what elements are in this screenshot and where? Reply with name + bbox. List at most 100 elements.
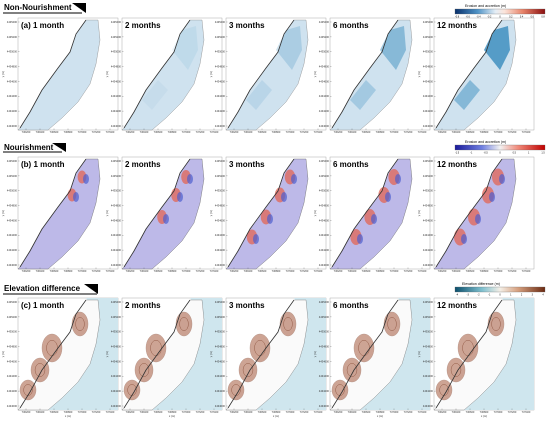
x-tick-label: 737400	[210, 130, 219, 134]
x-tick-label: 736400	[348, 130, 357, 134]
colorbar-tick-label: 0	[499, 294, 501, 297]
x-tick-label: 736400	[36, 410, 45, 414]
y-tick-label: 4434200	[423, 389, 434, 393]
y-tick-label: 4434800	[111, 64, 122, 68]
y-tick-label: 4434800	[111, 344, 122, 348]
x-tick-label: 737000	[78, 130, 87, 134]
coastline	[331, 158, 399, 268]
panel-label: (a) 1 month	[21, 21, 64, 30]
erosion-patch	[187, 174, 193, 184]
panel-1-0: (b) 1 month44354004435200443500044348004…	[1, 156, 119, 273]
x-tick-label: 736200	[22, 269, 31, 273]
nourishment-mound	[487, 311, 505, 337]
y-tick-label: 4435000	[215, 330, 226, 334]
y-axis-title: y (m)	[1, 351, 5, 357]
y-tick-label: 4434800	[215, 64, 226, 68]
y-tick-label: 4435400	[111, 300, 122, 304]
y-tick-label: 4434600	[215, 359, 226, 363]
x-tick-label: 737400	[522, 269, 531, 273]
x-tick-label: 736200	[438, 410, 447, 414]
y-tick-label: 4435200	[215, 35, 226, 39]
nourishment-mound	[123, 379, 141, 401]
y-tick-label: 4434400	[7, 374, 18, 378]
x-tick-label: 736800	[272, 130, 281, 134]
x-tick-label: 737000	[390, 410, 399, 414]
y-tick-label: 4434000	[215, 124, 226, 128]
y-tick-label: 4434000	[319, 404, 330, 408]
y-tick-label: 4435000	[7, 189, 18, 193]
colorbar-tick-label: 0.8	[541, 16, 545, 19]
nourishment-mound	[41, 333, 63, 363]
x-axis-title: x (m)	[377, 414, 383, 418]
contour-line	[179, 317, 189, 331]
x-tick-label: 736600	[258, 410, 267, 414]
y-tick-label: 4434200	[111, 248, 122, 252]
row-title-c: Elevation difference	[3, 284, 98, 295]
y-axis-title: y (m)	[417, 71, 421, 77]
nourishment-mound	[249, 333, 271, 363]
x-tick-label: 736600	[258, 269, 267, 273]
panel-label: 12 months	[437, 301, 478, 310]
x-axis-title: x (m)	[65, 414, 71, 418]
x-tick-label: 737400	[106, 410, 115, 414]
y-tick-label: 4435400	[423, 300, 434, 304]
coastline	[435, 19, 503, 129]
y-tick-label: 4435200	[423, 315, 434, 319]
colorbar-title: Elevation difference (m)	[462, 282, 500, 286]
y-tick-label: 4435000	[7, 50, 18, 54]
x-tick-label: 736400	[452, 410, 461, 414]
y-tick-label: 4434200	[7, 389, 18, 393]
contour-line	[34, 363, 46, 377]
erosion-zone	[454, 80, 480, 110]
y-tick-label: 4435400	[7, 300, 18, 304]
colorbar-tick-label: -3	[467, 294, 470, 297]
y-tick-label: 4435400	[7, 20, 18, 24]
nourishment-mound	[331, 379, 349, 401]
sea-area	[48, 298, 118, 410]
x-tick-label: 736800	[64, 130, 73, 134]
y-tick-label: 4435200	[215, 315, 226, 319]
y-tick-label: 4434200	[423, 248, 434, 252]
colorbar-tick-label: 1	[510, 294, 512, 297]
erosion-patch	[357, 234, 363, 244]
x-tick-label: 737200	[92, 410, 101, 414]
x-tick-label: 737000	[78, 410, 87, 414]
y-axis-title: y (m)	[209, 210, 213, 216]
y-tick-label: 4435200	[111, 315, 122, 319]
x-tick-label: 737400	[210, 269, 219, 273]
contour-line	[75, 317, 85, 331]
coastline	[435, 158, 503, 268]
y-tick-label: 4435400	[423, 20, 434, 24]
y-tick-label: 4434400	[111, 94, 122, 98]
colorbar-ticks: -4 -3 -2 -1 0 1 2 3 4	[456, 294, 544, 297]
y-tick-label: 4434400	[319, 374, 330, 378]
y-tick-label: 4434800	[319, 344, 330, 348]
x-tick-label: 737400	[418, 269, 427, 273]
y-tick-label: 4434600	[423, 359, 434, 363]
y-tick-label: 4434000	[111, 263, 122, 267]
erosion-patch	[475, 214, 481, 224]
sea-area	[360, 298, 430, 410]
x-tick-label: 736800	[480, 130, 489, 134]
x-tick-label: 736600	[50, 410, 59, 414]
erosion-zone	[484, 26, 510, 70]
x-tick-label: 736800	[376, 410, 385, 414]
coastline	[435, 299, 503, 409]
x-tick-label: 737200	[404, 269, 413, 273]
colorbar-tick-label: 0.6	[531, 16, 535, 19]
y-tick-label: 4434800	[423, 203, 434, 207]
y-tick-label: 4434800	[7, 203, 18, 207]
y-tick-label: 4435000	[423, 50, 434, 54]
x-tick-label: 736800	[376, 130, 385, 134]
panel-0-1: 2 months44354004435200443500044348004434…	[105, 17, 223, 134]
y-tick-label: 4434400	[319, 233, 330, 237]
y-tick-label: 4435400	[111, 20, 122, 24]
x-tick-label: 736600	[466, 269, 475, 273]
y-tick-label: 4434000	[215, 404, 226, 408]
panel-label: 12 months	[437, 21, 478, 30]
x-tick-label: 737200	[196, 269, 205, 273]
x-tick-label: 736400	[36, 269, 45, 273]
y-axis-title: y (m)	[313, 210, 317, 216]
